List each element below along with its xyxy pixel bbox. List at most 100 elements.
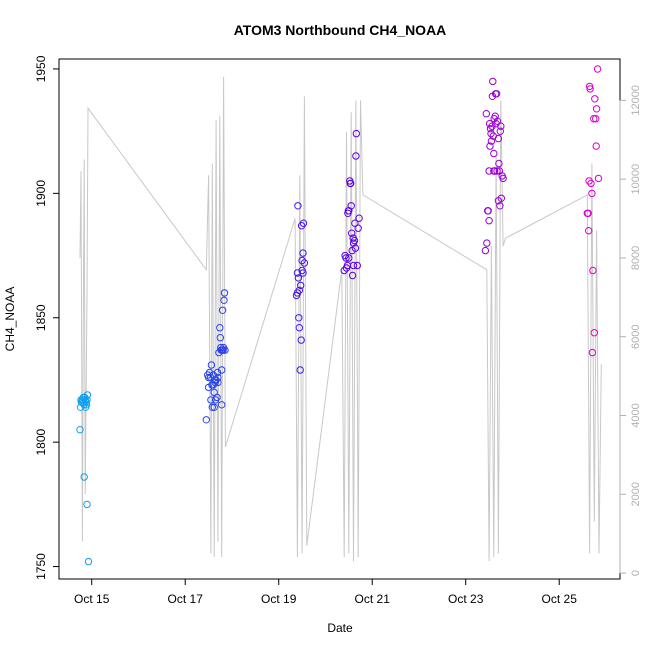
x-tick-label: Oct 15: [74, 592, 110, 606]
data-point: [487, 129, 495, 138]
chart-title: ATOM3 Northbound CH4_NOAA: [234, 22, 447, 38]
data-point: [300, 259, 309, 267]
right-tick-label: 2000: [630, 482, 642, 506]
x-tick-label: Oct 21: [355, 592, 391, 606]
data-point: [208, 403, 217, 411]
data-point: [204, 373, 213, 382]
data-point: [496, 202, 504, 210]
data-point: [344, 207, 353, 215]
right-tick-label: 12000: [630, 85, 642, 116]
data-point: [345, 254, 353, 262]
data-point: [588, 189, 596, 198]
data-point: [585, 227, 593, 235]
data-point: [592, 142, 600, 150]
data-point: [594, 174, 603, 183]
data-point: [481, 246, 490, 255]
data-point: [207, 361, 216, 369]
data-point: [216, 324, 224, 332]
y-tick-label: 1950: [34, 55, 48, 82]
points-layer: [76, 65, 603, 566]
x-axis-label: Date: [327, 621, 353, 635]
data-point: [76, 426, 84, 434]
x-tick-label: Oct 19: [261, 592, 297, 606]
data-point: [294, 202, 302, 210]
data-point: [82, 401, 91, 409]
data-point: [488, 122, 496, 130]
data-point: [205, 368, 214, 377]
data-point: [497, 122, 505, 130]
data-point: [499, 174, 507, 183]
data-point: [497, 194, 505, 203]
data-point: [80, 473, 88, 481]
data-point: [348, 229, 356, 237]
data-point: [592, 115, 600, 123]
data-point: [491, 167, 499, 175]
data-point: [351, 219, 359, 227]
data-point: [589, 266, 597, 275]
right-tick-label: 0: [630, 570, 642, 576]
data-point: [354, 224, 362, 232]
data-point: [84, 557, 93, 566]
data-point: [76, 403, 85, 411]
data-point: [484, 207, 492, 215]
altitude-trace-layer: [79, 76, 602, 562]
data-point: [297, 281, 305, 290]
right-tick-label: 6000: [630, 324, 642, 348]
data-point: [298, 256, 306, 265]
data-point: [296, 366, 304, 374]
data-point: [220, 296, 228, 304]
right-tick-label: 10000: [630, 164, 642, 195]
right-tick-label: 4000: [630, 403, 642, 427]
data-point: [587, 179, 595, 188]
data-point: [592, 105, 601, 113]
data-point: [218, 401, 226, 409]
x-axis: Oct 15 Oct 17 Oct 19 Oct 21 Oct 23 Oct 25: [74, 578, 578, 606]
y-tick-label: 1900: [34, 180, 48, 207]
altitude-trace-line: [79, 76, 602, 562]
data-point: [295, 286, 303, 295]
data-point: [221, 346, 229, 354]
data-point: [213, 393, 221, 402]
data-point: [348, 271, 357, 280]
data-point: [293, 269, 302, 277]
data-point: [590, 329, 598, 337]
data-point: [590, 115, 598, 123]
data-point: [294, 274, 303, 282]
data-point: [490, 115, 498, 123]
data-point: [213, 368, 222, 377]
data-point: [299, 269, 307, 277]
x-tick-label: Oct 23: [448, 592, 484, 606]
data-point: [482, 110, 490, 118]
data-point: [353, 261, 361, 270]
y-axis-label: CH4_NOAA: [3, 287, 17, 352]
data-point: [496, 127, 504, 135]
data-point: [588, 348, 597, 357]
data-point: [218, 306, 227, 314]
data-point: [218, 366, 226, 374]
x-tick-label: Oct 17: [168, 592, 204, 606]
data-point: [83, 391, 92, 399]
data-point: [352, 152, 360, 160]
data-point: [210, 403, 218, 411]
data-point: [584, 209, 592, 218]
data-point: [299, 219, 308, 227]
data-point: [295, 314, 303, 322]
data-point: [218, 346, 226, 354]
data-point: [349, 234, 357, 242]
data-point: [299, 249, 307, 257]
data-point: [489, 132, 497, 140]
x-tick-label: Oct 25: [542, 592, 578, 606]
data-point: [489, 77, 497, 86]
data-point: [487, 137, 496, 145]
y-tick-label: 1750: [34, 553, 48, 580]
data-point: [485, 217, 493, 225]
data-point: [295, 324, 303, 332]
y-tick-label: 1850: [34, 304, 48, 331]
y-tick-label: 1800: [34, 428, 48, 455]
data-point: [202, 416, 211, 424]
data-point: [485, 120, 494, 128]
data-point: [485, 167, 493, 175]
data-point: [83, 500, 91, 509]
